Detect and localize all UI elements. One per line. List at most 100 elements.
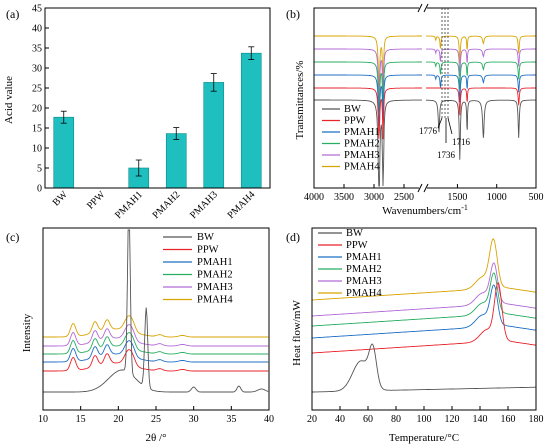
panel-d-xtick-60: 60 [363, 414, 373, 425]
ftir-curve-pmah3 [314, 48, 536, 101]
panel-b-ylabel: Transmittances/% [294, 60, 306, 139]
panel-a-ytick-15: 15 [32, 124, 42, 135]
errorbar-pmah1 [135, 159, 142, 177]
panel-c-legend-bw: BW [197, 232, 214, 243]
panel-d-label: (d) [286, 230, 300, 244]
panel-d-legend-pmah1: PMAH1 [346, 252, 382, 263]
panel-b-xtick-2500: 2500 [394, 192, 414, 203]
panel-a-ytick-45: 45 [32, 4, 42, 15]
panel-a-ytick-35: 35 [32, 44, 42, 55]
xrd-curve-pmah1 [43, 340, 269, 363]
panel-b-xtick-3000: 3000 [364, 192, 384, 203]
xrd-curve-ppw [43, 349, 269, 372]
panel-b-xtick-1500: 1500 [447, 192, 467, 203]
dsc-curve-pmah3 [312, 262, 537, 317]
panel-d-xtick-160: 160 [501, 414, 516, 425]
panel-b-legend-bw: BW [344, 104, 361, 115]
errorbar-pmah2 [173, 127, 180, 141]
panel-c-xtick-10: 10 [38, 414, 48, 425]
panel-c-frame [42, 227, 270, 411]
xrd-curve-pmah4 [43, 315, 269, 338]
panel-a-ytick-25: 25 [32, 84, 42, 95]
panel-a-ytick-0: 0 [37, 184, 42, 195]
dsc-curve-bw [312, 343, 536, 393]
panel-b-legend-ppw: PPW [344, 116, 366, 127]
panel-b-xtick-500: 500 [529, 192, 544, 203]
panel-d-legend-pmah4: PMAH4 [346, 288, 382, 299]
ftir-curve-bw [314, 99, 536, 187]
panel-b-xlabel: Wavenumbers/cm-1 [382, 203, 468, 217]
panel-c-xtick-20: 20 [113, 414, 123, 425]
panel-c-xtick-40: 40 [264, 414, 274, 425]
dsc-curve-ppw [312, 282, 537, 354]
panel-c-xtick-30: 30 [189, 414, 199, 425]
bar-pmah3 [203, 82, 225, 189]
panel-b-legend-pmah1: PMAH1 [344, 127, 380, 138]
ftir-curve-pmah4 [314, 35, 536, 88]
ftir-curve-pmah2 [314, 61, 536, 114]
panel-a-ytick-5: 5 [37, 164, 42, 175]
dsc-curve-pmah4 [312, 238, 537, 301]
panel-a-frame [44, 7, 271, 189]
bar-pmah2 [165, 133, 187, 189]
panel-a-xtick-pmah3: PMAH3 [188, 189, 220, 221]
panel-d-xlabel: Temperature/°C [389, 432, 459, 444]
panel-b-legend-pmah4: PMAH4 [344, 162, 380, 173]
panel-d-xtick-20: 20 [307, 414, 317, 425]
ftir-curve-pmah1 [314, 74, 536, 127]
panel-b-legend-pmah2: PMAH2 [344, 139, 380, 150]
panel-c-xtick-15: 15 [76, 414, 86, 425]
panel-c-legend-ppw: PPW [197, 245, 219, 256]
panel-d-frame [311, 227, 537, 411]
panel-c-xtick-35: 35 [226, 414, 236, 425]
panel-d-legend-pmah2: PMAH2 [346, 264, 382, 275]
panel-b-label: (b) [286, 7, 300, 21]
panel-d-xtick-100: 100 [417, 414, 432, 425]
panel-d-xtick-120: 120 [445, 414, 460, 425]
annotation-1776: 1776 [419, 126, 438, 136]
panel-b-peak-guides [437, 8, 453, 143]
panel-c-legend-pmah1: PMAH1 [197, 257, 233, 268]
panel-c-legend-pmah2: PMAH2 [197, 270, 233, 281]
panel-a-xtick-bw: BW [51, 189, 71, 209]
panel-a-ytick-40: 40 [32, 24, 42, 35]
panel-c-xtick-25: 25 [151, 414, 161, 425]
panel-d-xtick-40: 40 [335, 414, 345, 425]
panel-c-legend-pmah4: PMAH4 [197, 295, 233, 306]
panel-a-ytick-10: 10 [32, 144, 42, 155]
panel-d-xtick-80: 80 [391, 414, 401, 425]
annotation-1716: 1716 [452, 137, 471, 147]
panel-c-ylabel: Intensity [21, 313, 33, 352]
panel-c-label: (c) [6, 230, 19, 244]
errorbar-pmah4 [248, 46, 255, 60]
bar-bw [53, 116, 75, 189]
panel-a-xtick-pmah2: PMAH2 [151, 189, 183, 221]
xrd-curve-bw [43, 229, 269, 393]
panel-d-legend-pmah3: PMAH3 [346, 276, 382, 287]
panel-a-label: (a) [6, 7, 19, 21]
dsc-curve-pmah2 [312, 272, 537, 327]
panel-c-legend-pmah3: PMAH3 [197, 282, 233, 293]
errorbar-pmah3 [210, 73, 217, 92]
panel-d-dsc: (d) Heat flow/mW 20 40 60 80 100 120 140 160 180… [286, 227, 544, 444]
xrd-curve-pmah3 [43, 324, 269, 347]
panel-d-xtick-180: 180 [529, 414, 544, 425]
panel-b-xtick-4000: 4000 [304, 192, 324, 203]
errorbar-bw [60, 110, 67, 124]
ftir-curve-ppw [314, 87, 536, 140]
panel-d-xtick-140: 140 [473, 414, 488, 425]
panel-b-xtick-1000: 1000 [487, 192, 507, 203]
panel-b-axis-break [417, 3, 429, 193]
panel-d-legend-bw: BW [346, 228, 363, 239]
panel-b-xtick-3500: 3500 [334, 192, 354, 203]
panel-a-xtick-ppw: PPW [85, 189, 108, 212]
annotation-1736: 1736 [437, 150, 456, 160]
panel-a-ytick-30: 30 [32, 64, 42, 75]
panel-a-ytick-20: 20 [32, 104, 42, 115]
panel-b-legend-pmah3: PMAH3 [344, 150, 380, 161]
dsc-curve-pmah1 [312, 284, 537, 339]
bar-pmah4 [240, 52, 262, 189]
